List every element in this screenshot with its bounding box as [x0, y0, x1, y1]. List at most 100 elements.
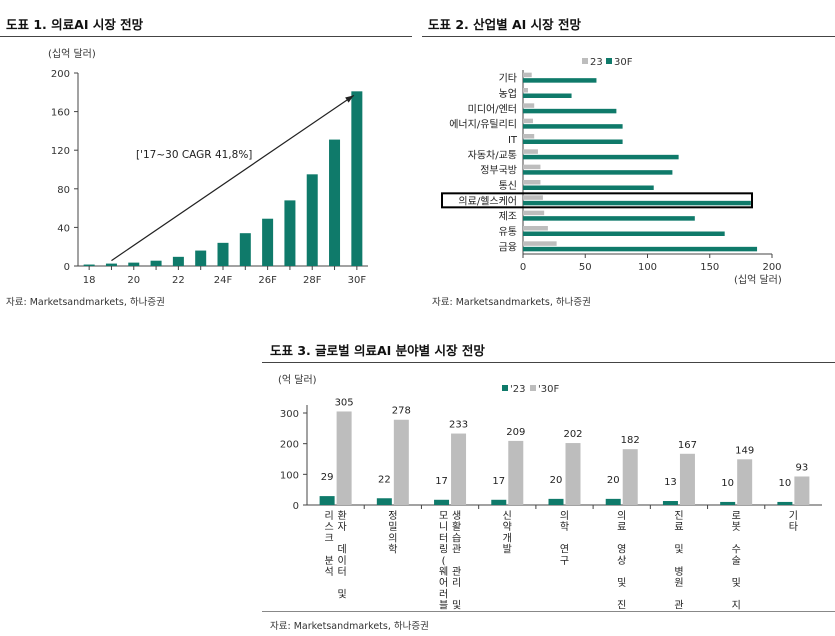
chart1-bar: [284, 200, 296, 266]
chart3-data-label-23: 10: [779, 478, 792, 489]
chart3-data-label-23: 10: [721, 478, 734, 489]
chart3-bar-23: [548, 498, 564, 505]
chart2-bar-23: [523, 118, 533, 124]
chart1-y-tick-label: 40: [57, 223, 70, 234]
figure-1-title-rule: [0, 36, 412, 37]
chart1-y-tick-label: 120: [51, 146, 70, 157]
chart1-bar: [150, 260, 162, 266]
chart3-data-label-30f: 305: [335, 397, 354, 408]
chart3-data-label-30f: 93: [796, 462, 809, 473]
chart3-bar-23: [777, 501, 793, 505]
figure-3-source-rule: [262, 611, 835, 612]
chart1-x-tick-label: 20: [127, 275, 140, 286]
chart1-bar: [329, 139, 341, 266]
chart1-bar: [83, 264, 95, 266]
chart1-x-tick-label: 30F: [348, 275, 367, 286]
chart2-bar-23: [523, 195, 543, 200]
figure-3-source: 자료: Marketsandmarkets, 하나증권: [270, 621, 429, 632]
chart1-bar: [262, 218, 274, 266]
chart2-legend-swatch: [582, 58, 588, 64]
chart2-bar-30f: [523, 185, 654, 190]
chart3-bar-30f: [451, 433, 467, 505]
chart2-x-tick-label: 50: [579, 262, 592, 273]
chart3-data-label-23: 29: [321, 472, 334, 483]
chart2-bar-30f: [523, 124, 623, 129]
chart2-bar-23: [523, 103, 535, 108]
chart1-bar: [351, 91, 363, 267]
figure-2-source: 자료: Marketsandmarkets, 하나증권: [432, 297, 591, 308]
chart1-y-tick-label: 0: [64, 262, 70, 273]
chart2-category-label: 에너지/유틸리티: [449, 118, 517, 131]
chart1-y-tick-label: 80: [57, 185, 70, 196]
chart2-bar-23: [523, 180, 541, 185]
chart1-bar: [217, 242, 229, 266]
chart2-category-label: 미디어/엔터: [468, 103, 517, 115]
chart3-bar-30f: [622, 449, 638, 505]
chart3-bar-30f: [565, 443, 581, 505]
chart2-bar-23: [523, 134, 535, 139]
chart2-highlight-box: [441, 192, 753, 209]
chart2-x-tick-label: 200: [762, 262, 781, 273]
chart3-bar-30f: [794, 476, 810, 505]
chart3-bar-23: [491, 499, 507, 505]
chart2-category-label: 정부국방: [480, 165, 517, 177]
chart2-category-label: 유통: [499, 226, 517, 238]
chart2-bar-23: [523, 72, 532, 78]
chart3-unit-label: (억 달러): [278, 374, 317, 386]
chart3-bar-30f: [508, 440, 524, 505]
chart3-data-label-30f: 182: [621, 435, 640, 446]
chart1-bar: [105, 263, 117, 266]
chart3-bar-23: [434, 499, 450, 505]
chart3-data-label-23: 20: [607, 475, 620, 486]
chart2-bar-30f: [523, 246, 758, 252]
figure-1-title: 도표 1. 의료AI 시장 전망: [6, 17, 144, 32]
chart2-bar-30f: [523, 154, 679, 160]
chart2-category-label: 의료/헬스케어: [458, 195, 517, 207]
chart1-bar: [195, 250, 207, 266]
chart2-bar-30f: [523, 200, 751, 206]
chart2-bar-30f: [523, 139, 623, 144]
chart3-data-label-30f: 278: [392, 406, 411, 417]
chart3-legend-label: '30F: [538, 384, 559, 395]
chart3-y-tick-label: 0: [293, 501, 299, 512]
chart1-y-tick-label: 160: [51, 108, 70, 119]
chart2-bar-30f: [523, 93, 572, 98]
figure-3-title: 도표 3. 글로벌 의료AI 분야별 시장 전망: [270, 343, 485, 358]
chart1-bar: [306, 174, 318, 266]
chart3-y-tick-label: 200: [280, 440, 299, 451]
chart1-cagr-arrow: [111, 94, 355, 262]
chart3-bar-30f: [737, 459, 753, 505]
chart2-x-tick-label: 150: [700, 262, 719, 273]
chart2-bar-23: [523, 149, 538, 154]
chart3-data-label-23: 20: [550, 475, 563, 486]
chart1-x-tick-label: 18: [83, 275, 96, 286]
chart3-bar-23: [662, 501, 678, 505]
chart2-category-label: 기타: [499, 73, 517, 85]
figure-1-chart: (십억 달러) 0 40 80 120 160 200 18 20 22 24F 26F 28F 30F […: [48, 48, 368, 286]
chart2-legend-label: 30F: [614, 57, 633, 68]
chart3-category-label: 의료 영상 및 진단: [617, 510, 626, 611]
figure-3-title-rule: [262, 362, 835, 363]
chart3-y-tick-label: 300: [280, 409, 299, 420]
chart2-legend-label: 23: [590, 57, 603, 68]
chart2-x-tick-label: 0: [520, 262, 526, 273]
chart3-data-label-30f: 202: [563, 429, 582, 440]
chart2-category-label: 제조: [499, 211, 517, 223]
chart1-x-tick-label: 22: [172, 275, 185, 286]
chart3-data-label-30f: 233: [449, 420, 468, 431]
chart3-category-label: 진료 및 병원 관리: [674, 510, 683, 611]
chart2-unit-label: (십억 달러): [734, 274, 782, 286]
chart3-data-label-23: 17: [492, 476, 505, 487]
chart1-cagr-annotation: ['17~30 CAGR 41,8%]: [136, 149, 252, 161]
chart3-data-label-30f: 167: [678, 440, 697, 451]
chart2-x-tick-label: 100: [638, 262, 657, 273]
chart2-bar-23: [523, 210, 545, 216]
